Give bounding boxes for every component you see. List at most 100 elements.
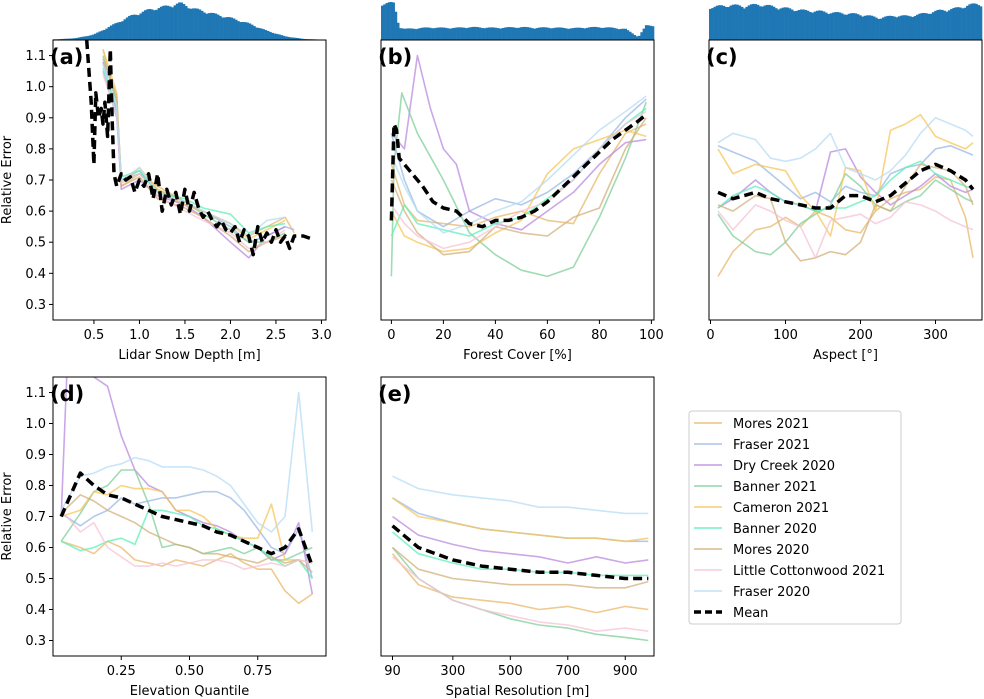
histogram-bar — [194, 8, 197, 41]
histogram-bar — [879, 18, 883, 40]
x-tick-label: 100 — [773, 328, 798, 343]
histogram-bar — [64, 38, 67, 40]
histogram-bar — [499, 28, 502, 40]
y-tick-label: 0.4 — [25, 603, 46, 618]
y-tick-label: 0.5 — [25, 236, 46, 251]
histogram-bar — [412, 28, 416, 40]
histogram-bar — [508, 27, 511, 40]
histogram-bar — [130, 14, 133, 40]
y-tick-label: 0.3 — [25, 634, 46, 649]
histogram-bar — [100, 30, 104, 40]
histogram-bar — [556, 27, 559, 40]
histogram-bar — [415, 29, 418, 40]
histogram-bar — [524, 26, 527, 40]
histogram-bar — [75, 37, 79, 40]
series-line-mores-2021 — [717, 176, 974, 277]
histogram-bar — [125, 17, 129, 40]
y-tick-label: 0.5 — [25, 572, 46, 587]
histogram-bar — [517, 27, 521, 40]
histogram-bar — [888, 15, 892, 40]
histogram-bar — [868, 15, 871, 40]
histogram-bar — [196, 8, 199, 41]
legend-entry-label: Dry Creek 2020 — [733, 459, 835, 474]
histogram-bar — [563, 27, 566, 40]
histogram-bar — [235, 19, 238, 40]
histogram-bar — [173, 5, 177, 40]
histogram-bar — [920, 13, 924, 40]
histogram-bar — [722, 5, 726, 40]
histogram-bar — [601, 27, 605, 40]
histogram-bar — [472, 26, 475, 40]
histogram-bar — [574, 27, 577, 40]
histogram-bar — [918, 13, 921, 40]
x-axis-label: Forest Cover [%] — [463, 348, 572, 363]
histogram-bar — [141, 11, 145, 40]
x-tick-label: 0.25 — [107, 664, 136, 679]
histogram-bar — [603, 27, 607, 40]
histogram-bar — [815, 10, 819, 40]
histogram-bar — [565, 28, 568, 40]
x-axis-label: Spatial Resolution [m] — [446, 684, 590, 699]
series-group-b — [389, 54, 648, 278]
histogram-bar — [396, 22, 400, 40]
histogram-bar — [617, 29, 621, 40]
histogram-bar — [897, 16, 901, 40]
histogram-bar — [103, 29, 106, 40]
histogram-bar — [829, 13, 833, 41]
histogram-bar — [442, 27, 445, 40]
histogram-bar — [180, 2, 183, 41]
histogram-bar — [977, 5, 981, 41]
y-tick-label: 1.1 — [25, 49, 46, 64]
histogram-bar — [752, 3, 755, 41]
histogram-bar — [410, 28, 414, 40]
histogram-bar — [827, 14, 830, 40]
histogram-bar — [802, 9, 805, 40]
series-line-banner-2020 — [717, 160, 974, 212]
histogram-bar — [938, 9, 942, 40]
x-tick-label: 1.0 — [129, 328, 150, 343]
histogram-bar — [419, 27, 423, 40]
histogram-bar — [82, 36, 86, 40]
histogram-bar — [947, 10, 951, 40]
histogram-bar — [738, 5, 742, 41]
x-tick-label: 0.50 — [175, 664, 204, 679]
histogram-bar — [770, 5, 773, 40]
histogram-bar — [228, 17, 231, 40]
series-line-fraser-2020 — [60, 391, 314, 533]
histogram-bar — [972, 3, 976, 40]
histogram-bar — [134, 14, 138, 41]
histogram-bar — [820, 10, 824, 40]
histogram-bar — [779, 8, 783, 41]
histogram-bar — [606, 27, 609, 40]
histogram-bar — [831, 12, 835, 40]
histogram-bar — [424, 27, 427, 40]
series-line-fraser-2021 — [102, 70, 295, 243]
histogram-bar — [777, 9, 780, 41]
histogram-bar — [444, 27, 448, 40]
histogram-bar — [804, 9, 808, 40]
series-line-mean — [59, 471, 314, 567]
histogram-bar — [487, 27, 491, 40]
histogram-bar — [132, 14, 136, 40]
histogram-bar — [483, 28, 486, 40]
histogram-bar — [583, 28, 587, 40]
histogram-bar — [784, 7, 787, 41]
histogram-bar — [282, 35, 286, 40]
histogram-bar — [902, 15, 905, 40]
y-tick-label: 0.8 — [25, 142, 46, 157]
histogram-bar — [610, 27, 614, 40]
histogram-bar — [544, 27, 548, 40]
histogram-bar — [797, 9, 801, 41]
y-tick-label: 0.3 — [25, 298, 46, 313]
axes-frame — [52, 39, 327, 321]
series-group-c — [717, 113, 975, 277]
panel-label: (c) — [706, 45, 738, 69]
histogram-bar — [811, 12, 814, 40]
histogram-bar — [818, 10, 821, 40]
histogram-bar — [406, 28, 409, 40]
histogram-bar — [651, 26, 655, 40]
histogram-bar — [642, 28, 646, 40]
histogram-bar — [446, 28, 450, 40]
histogram-bar — [451, 28, 455, 40]
histogram-bar — [615, 28, 618, 40]
